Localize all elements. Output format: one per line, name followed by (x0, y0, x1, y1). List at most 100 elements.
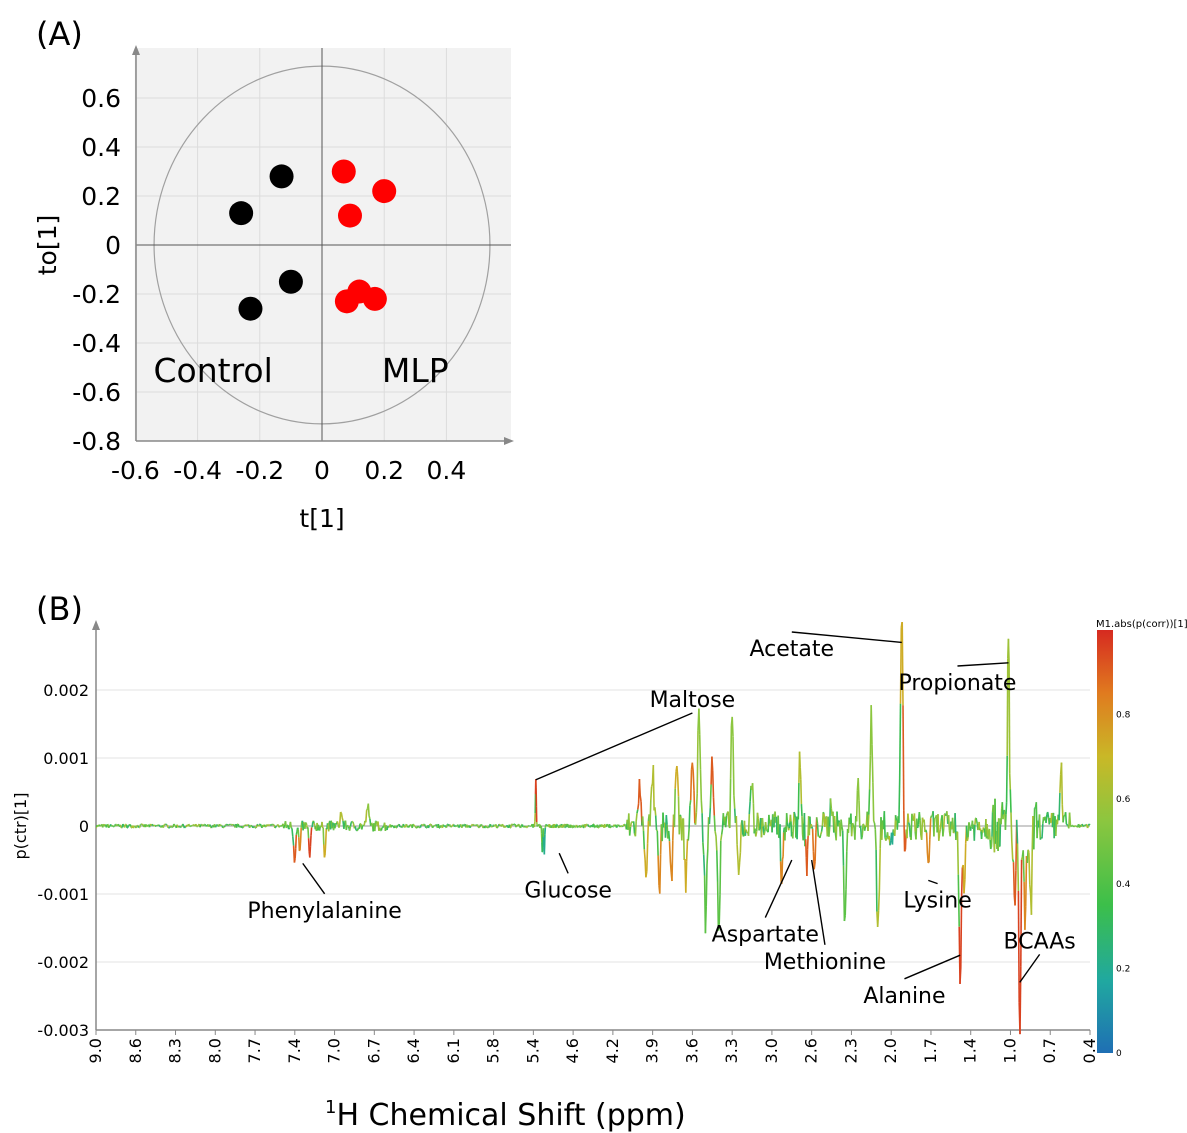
spectrum-segment (453, 825, 457, 828)
spectrum-segment (182, 823, 185, 827)
spectrum-segment (719, 840, 722, 895)
spectrum-segment (696, 730, 699, 794)
spectrum-segment (579, 826, 582, 829)
color-scale-bar (1097, 630, 1113, 1053)
spectrum-segment (601, 825, 604, 828)
point-mlp (337, 203, 362, 228)
panel-b: (B) 0.002 0.001 0 -0.001 -0.002 -0.003 9.0 8.6… (11, 590, 1187, 1133)
spectrum-segment (617, 824, 620, 827)
spectrum-segment (313, 823, 316, 826)
spectrum-segment (923, 819, 926, 833)
spectrum-segment (736, 844, 739, 860)
spectrum-segment (629, 822, 633, 828)
spectrum-segment (638, 778, 641, 796)
y-tick-label: -0.003 (37, 1021, 89, 1040)
spectrum-segment (622, 824, 625, 827)
spectrum-segment (925, 829, 928, 833)
spectrum-segment (782, 832, 785, 857)
spectrum-segment (612, 825, 614, 828)
spectrum-segment (793, 811, 796, 814)
annotation-label: Phenylalanine (247, 899, 401, 924)
y-tick-label: 0 (105, 231, 121, 260)
spectrum-segment (348, 826, 352, 831)
spectrum-segment (804, 839, 808, 858)
spectrum-segment (990, 836, 993, 848)
point-mlp (372, 179, 397, 204)
y-tick-label: -0.4 (72, 329, 121, 358)
spectrum-segment (1034, 806, 1036, 809)
spectrum-segment (324, 842, 327, 856)
x-tick-label: 2.0 (881, 1038, 900, 1063)
spectrum-segment (96, 826, 98, 829)
spectrum-segment (296, 827, 299, 830)
spectrum-segment (123, 824, 127, 828)
spectrum-segment (424, 826, 427, 829)
panel-a-x-axis-label: t[1] (299, 504, 344, 533)
spectrum-segment (816, 823, 820, 837)
spectrum-segment (977, 827, 980, 831)
spectrum-segment (833, 816, 837, 833)
spectrum-segment (298, 849, 301, 852)
panel-a-points (229, 159, 397, 321)
spectrum-segment (595, 826, 598, 828)
spectrum-segment (274, 826, 277, 829)
spectrum-segment (445, 824, 449, 828)
spectrum-segment (799, 767, 802, 780)
spectrum-segment (1007, 638, 1010, 664)
spectrum-segment (860, 835, 864, 840)
spectrum-segment (652, 764, 655, 811)
spectrum-segment (792, 825, 795, 839)
spectrum-segment (716, 881, 720, 931)
panel-b-x-axis-label-superscript: 1 (325, 1097, 336, 1118)
spectrum-segment (1041, 823, 1044, 839)
spectrum-segment (153, 824, 156, 827)
spectrum-segment (1022, 850, 1025, 882)
x-tick-label: 0.4 (427, 456, 467, 485)
spectrum-segment (387, 825, 390, 828)
spectrum-segment (146, 824, 149, 827)
spectrum-segment (367, 803, 370, 816)
spectrum-segment (828, 826, 831, 837)
spectrum-segment (689, 769, 693, 801)
spectrum-segment (433, 824, 436, 827)
spectrum-segment (819, 831, 823, 835)
spectrum-segment (155, 824, 158, 827)
spectrum-segment (842, 865, 846, 922)
spectrum-segment (178, 825, 181, 828)
spectrum-segment (97, 824, 100, 827)
spectrum-segment (654, 807, 657, 816)
x-tick-label: 8.6 (126, 1038, 145, 1063)
spectrum-segment (428, 823, 431, 826)
spectrum-segment (1012, 862, 1016, 896)
spectrum-segment (400, 825, 403, 828)
spectrum-segment (365, 810, 368, 823)
spectrum-segment (129, 824, 132, 827)
spectrum-segment (732, 736, 735, 796)
spectrum-segment (959, 967, 962, 984)
spectrum-segment (926, 852, 929, 863)
spectrum-segment (326, 822, 329, 826)
spectrum-segment (729, 725, 733, 779)
spectrum-segment (720, 834, 723, 841)
spectrum-segment (800, 804, 803, 817)
panel-b-x-axis-label-text: H Chemical Shift (ppm) (336, 1098, 685, 1133)
spectrum-segment (811, 826, 814, 830)
spectrum-segment (222, 826, 225, 829)
spectrum-segment (902, 705, 905, 811)
spectrum-segment (114, 823, 117, 826)
spectrum-segment (643, 849, 646, 860)
x-tick-label: 0 (314, 456, 330, 485)
spectrum-segment (431, 825, 435, 829)
spectrum-segment (1015, 819, 1019, 844)
x-tick-label: 0.4 (1080, 1038, 1099, 1063)
panel-a-label: (A) (36, 15, 83, 53)
spectrum-segment (204, 823, 207, 826)
spectrum-segment (169, 825, 173, 828)
spectrum-segment (366, 808, 369, 811)
point-control (278, 269, 303, 294)
spectrum-segment (868, 789, 871, 815)
y-tick-label: -0.6 (72, 378, 121, 407)
spectrum-segment (324, 828, 328, 844)
spectrum-segment (873, 822, 877, 830)
spectrum-segment (787, 827, 790, 831)
